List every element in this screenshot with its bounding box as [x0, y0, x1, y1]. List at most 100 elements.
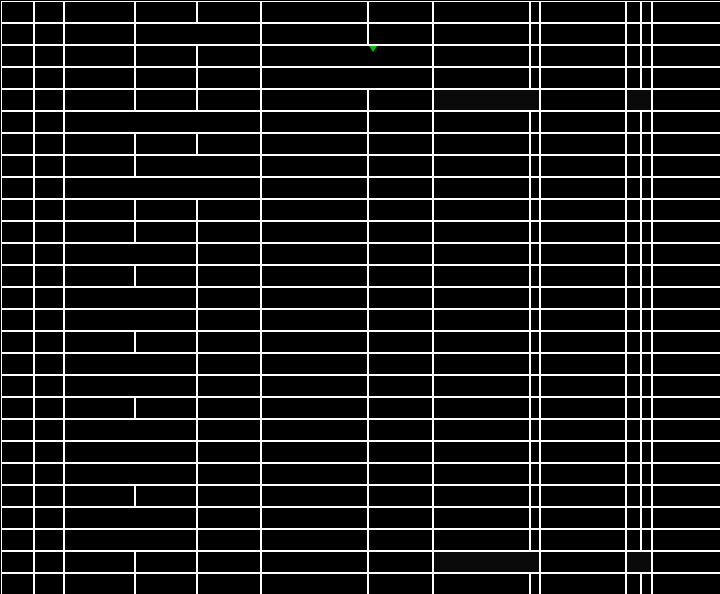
grid-cell[interactable] [64, 265, 135, 287]
grid-cell[interactable] [34, 45, 64, 67]
grid-cell[interactable] [64, 463, 197, 485]
grid-cell[interactable] [1, 67, 34, 89]
grid-cell[interactable] [64, 155, 135, 177]
grid-cell[interactable] [626, 287, 641, 309]
grid-cell[interactable] [540, 331, 626, 353]
grid-cell[interactable] [530, 331, 540, 353]
grid-cell[interactable] [626, 375, 641, 397]
grid-cell[interactable] [530, 309, 540, 331]
grid-cell[interactable] [433, 441, 530, 463]
grid-cell[interactable] [1, 133, 34, 155]
grid-cell[interactable] [433, 243, 530, 265]
grid-cell[interactable] [135, 265, 197, 287]
grid-cell[interactable] [64, 67, 135, 89]
grid-cell[interactable] [641, 507, 652, 529]
grid-cell[interactable] [64, 507, 197, 529]
grid-cell[interactable] [1, 485, 34, 507]
grid-cell[interactable] [540, 67, 626, 89]
grid-cell[interactable] [641, 133, 652, 155]
grid-cell[interactable] [34, 89, 64, 111]
grid-cell[interactable] [368, 419, 433, 441]
grid-cell[interactable] [540, 507, 626, 529]
grid-cell[interactable] [530, 243, 540, 265]
grid-cell[interactable] [261, 507, 368, 529]
grid-cell[interactable] [261, 89, 368, 111]
grid-cell[interactable] [1, 463, 34, 485]
grid-cell[interactable] [261, 287, 368, 309]
grid-cell[interactable] [652, 287, 720, 309]
grid-cell[interactable] [641, 419, 652, 441]
grid-cell[interactable] [135, 573, 197, 594]
grid-cell[interactable] [626, 155, 641, 177]
grid-cell[interactable] [626, 265, 641, 287]
grid-cell[interactable] [626, 507, 641, 529]
grid-cell[interactable] [64, 243, 197, 265]
grid-cell[interactable] [197, 89, 261, 111]
grid-cell[interactable] [34, 375, 64, 397]
grid-cell[interactable] [641, 243, 652, 265]
grid-cell[interactable] [433, 551, 540, 573]
grid-cell[interactable] [433, 45, 530, 67]
grid-cell[interactable] [540, 221, 626, 243]
grid-cell[interactable] [652, 353, 720, 375]
grid-cell[interactable] [433, 375, 530, 397]
grid-cell[interactable] [626, 199, 641, 221]
grid-cell[interactable] [197, 243, 261, 265]
grid-cell[interactable] [64, 221, 135, 243]
grid-cell[interactable] [1, 1, 34, 23]
grid-cell[interactable] [626, 111, 641, 133]
grid-cell[interactable] [261, 133, 368, 155]
grid-cell[interactable] [433, 529, 530, 551]
grid-cell[interactable] [433, 485, 530, 507]
grid-cell[interactable] [652, 45, 720, 67]
grid-cell[interactable] [626, 23, 641, 45]
grid-cell[interactable] [433, 23, 530, 45]
grid-cell[interactable] [530, 573, 540, 594]
grid-cell[interactable] [197, 529, 261, 551]
grid-cell[interactable] [261, 353, 368, 375]
grid-cell[interactable] [197, 133, 261, 155]
grid-cell[interactable] [261, 265, 368, 287]
grid-cell[interactable] [540, 463, 626, 485]
grid-cell[interactable] [641, 265, 652, 287]
grid-cell[interactable] [135, 485, 197, 507]
grid-cell[interactable] [433, 177, 530, 199]
grid-cell[interactable] [652, 67, 720, 89]
grid-cell[interactable] [652, 551, 720, 573]
grid-cell[interactable] [368, 485, 433, 507]
grid-cell[interactable] [368, 529, 433, 551]
grid-cell[interactable] [652, 265, 720, 287]
grid-cell[interactable] [652, 23, 720, 45]
grid-cell[interactable] [626, 89, 652, 111]
grid-cell[interactable] [530, 265, 540, 287]
grid-cell[interactable] [433, 287, 530, 309]
grid-cell[interactable] [135, 331, 197, 353]
grid-cell[interactable] [1, 375, 34, 397]
grid-cell[interactable] [540, 397, 626, 419]
grid-cell[interactable] [433, 265, 530, 287]
grid-cell[interactable] [261, 243, 368, 265]
grid-cell[interactable] [34, 573, 64, 594]
grid-cell[interactable] [530, 23, 540, 45]
grid-cell[interactable] [641, 529, 652, 551]
grid-cell[interactable] [540, 419, 626, 441]
grid-cell[interactable] [135, 551, 197, 573]
grid-cell[interactable] [626, 331, 641, 353]
grid-cell[interactable] [530, 397, 540, 419]
grid-cell[interactable] [530, 155, 540, 177]
grid-cell[interactable] [641, 573, 652, 594]
grid-cell[interactable] [34, 155, 64, 177]
grid-cell[interactable] [626, 1, 641, 23]
grid-cell[interactable] [1, 221, 34, 243]
grid-cell[interactable] [652, 573, 720, 594]
grid-cell[interactable] [261, 397, 368, 419]
grid-cell[interactable] [626, 45, 641, 67]
grid-cell[interactable] [652, 419, 720, 441]
grid-cell[interactable] [368, 111, 433, 133]
grid-cell[interactable] [652, 221, 720, 243]
grid-cell[interactable] [368, 199, 433, 221]
grid-cell[interactable] [433, 133, 530, 155]
grid-cell[interactable] [64, 529, 197, 551]
grid-cell[interactable] [368, 551, 433, 573]
grid-cell[interactable] [34, 353, 64, 375]
